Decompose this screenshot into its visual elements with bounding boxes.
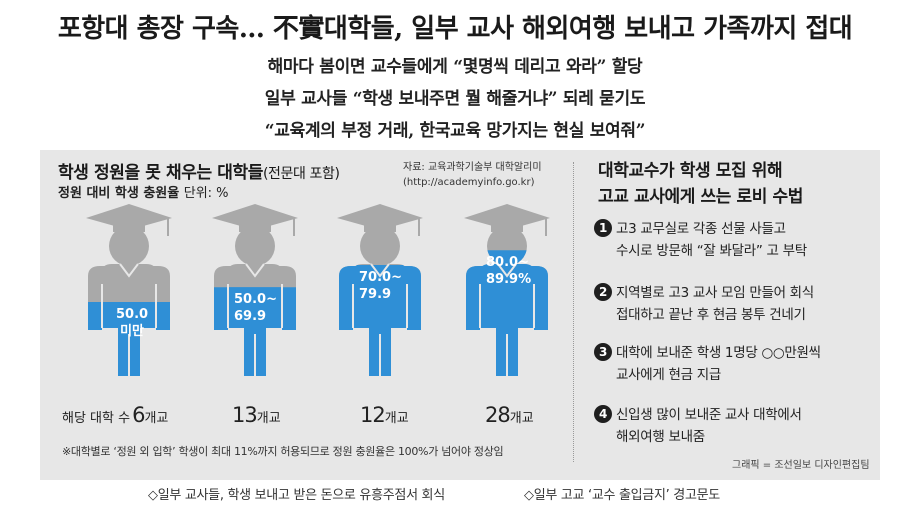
count-unit-2: 개교 — [256, 411, 281, 426]
count-value-4: 28 — [485, 403, 511, 427]
tip-4: 4 신입생 많이 보내준 교사 대학에서 해외여행 보내줌 — [594, 404, 864, 448]
rate-label-line-1: 50.0 — [116, 307, 149, 322]
headline: 포항대 총장 구속… 不實대학들, 일부 교사 해외여행 보내고 가족까지 접대 — [57, 14, 853, 44]
tip-1-line-2: 수시로 방문해 “잘 봐달라” 고 부탁 — [616, 243, 807, 259]
tip-3: 3 대학에 보내준 학생 1명당 ○○만원씩 교사에게 현금 지급 — [594, 342, 864, 386]
right-title-line-2: 고교 교사에게 쓰는 로비 수법 — [598, 187, 803, 207]
count-prefix: 해당 대학 수 — [62, 411, 131, 426]
graduation-cap-icon — [86, 204, 172, 230]
tip-4-line-2: 해외여행 보내줌 — [616, 429, 705, 445]
subhead-2: 일부 교사들 “학생 보내주면 뭘 해줄거냐” 되레 묻기도 — [264, 89, 646, 109]
rate-label-line-2: 미만 — [120, 324, 144, 339]
student-figure-2 — [206, 200, 304, 392]
student-figure-4 — [458, 200, 556, 392]
tip-4-line-1: 신입생 많이 보내준 교사 대학에서 — [616, 407, 802, 423]
figure-fill — [214, 287, 296, 376]
subhead-1: 해마다 봄이면 교수들에게 “몇명씩 데리고 와라” 할당 — [267, 57, 643, 77]
unit-suffix: 단위: % — [183, 186, 229, 201]
tip-number-1: 1 — [594, 219, 612, 237]
tip-1: 1 고3 교무실로 각종 선물 사들고 수시로 방문해 “잘 봐달라” 고 부탁 — [594, 218, 864, 262]
count-2: 13개교 — [232, 403, 281, 427]
tip-2: 2 지역별로 고3 교사 모임 만들어 회식 접대하고 끝난 후 현금 봉투 건… — [594, 282, 864, 326]
source-line-1: 자료: 교육과학기술부 대학알리미 — [403, 162, 542, 173]
tip-2-line-1: 지역별로 고3 교사 모임 만들어 회식 — [616, 285, 814, 301]
subhead-3: “교육계의 부정 거래, 한국교육 망가지는 현실 보여줘” — [264, 121, 646, 141]
tip-3-line-1: 대학에 보내준 학생 1명당 ○○만원씩 — [616, 345, 821, 361]
rate-label-3: 70.0~ 79.9 — [359, 269, 402, 303]
figure-fill — [339, 265, 421, 376]
count-value-3: 12 — [360, 403, 386, 427]
bottom-note-2: ◇일부 고교 ‘교수 출입금지’ 경고문도 — [524, 488, 720, 503]
rate-label-line-1: 80.0~ — [486, 255, 529, 271]
count-unit-3: 개교 — [384, 411, 409, 426]
count-3: 12개교 — [360, 403, 409, 427]
rate-label-line-2: 79.9 — [359, 287, 392, 302]
rate-label-4: 80.0~ 89.9% — [486, 254, 531, 288]
tip-3-line-2: 교사에게 현금 지급 — [616, 367, 721, 383]
rate-label-line-1: 70.0~ — [359, 270, 402, 285]
rate-label-2: 50.0~ 69.9 — [234, 291, 277, 325]
rate-label-line-1: 50.0~ — [234, 292, 277, 308]
figure-fill — [466, 250, 548, 376]
bottom-note-1: ◇일부 교사들, 학생 보내고 받은 돈으로 유흥주점서 회식 — [148, 488, 445, 503]
count-value-1: 6 — [132, 403, 145, 427]
source-note: 자료: 교육과학기술부 대학알리미 (http://academyinfo.go… — [403, 160, 542, 190]
count-unit-4: 개교 — [509, 411, 534, 426]
infographic-panel — [40, 150, 880, 480]
graduation-cap-icon — [212, 204, 298, 230]
unit-label: 정원 대비 학생 충원율 단위: % — [58, 182, 229, 201]
source-line-2: (http://academyinfo.go.kr) — [403, 177, 535, 188]
count-value-2: 13 — [232, 403, 258, 427]
student-figure-3 — [331, 200, 429, 392]
rate-label-line-2: 69.9 — [234, 309, 267, 325]
graphic-credit: 그래픽 = 조선일보 디자인편집팀 — [732, 460, 870, 471]
left-panel-title: 학생 정원을 못 채우는 대학들(전문대 포함) — [58, 158, 340, 183]
tip-number-4: 4 — [594, 405, 612, 423]
count-4: 28개교 — [485, 403, 534, 427]
tip-2-line-2: 접대하고 끝난 후 현금 봉투 건네기 — [616, 307, 806, 323]
tip-number-2: 2 — [594, 283, 612, 301]
left-title-note: (전문대 포함) — [262, 166, 340, 182]
count-1: 해당 대학 수6개교 — [62, 403, 168, 427]
student-figure-1 — [80, 200, 178, 392]
unit-label-text: 정원 대비 학생 충원율 — [58, 186, 180, 201]
right-title-line-1: 대학교수가 학생 모집 위해 — [598, 161, 783, 181]
graduation-cap-icon — [464, 204, 550, 230]
tip-1-line-1: 고3 교무실로 각종 선물 사들고 — [616, 221, 786, 237]
right-panel-title: 대학교수가 학생 모집 위해 고교 교사에게 쓰는 로비 수법 — [598, 158, 803, 210]
tip-number-3: 3 — [594, 343, 612, 361]
rate-label-1: 50.0 미만 — [116, 306, 148, 340]
footnote: ※대학별로 ‘정원 외 입학’ 학생이 최대 11%까지 허용되므로 정원 충원… — [62, 445, 504, 458]
panel-divider — [573, 162, 574, 462]
count-unit-1: 개교 — [144, 411, 169, 426]
rate-label-line-2: 89.9% — [486, 272, 532, 288]
left-title-text: 학생 정원을 못 채우는 대학들 — [58, 163, 263, 183]
graduation-cap-icon — [337, 204, 423, 230]
